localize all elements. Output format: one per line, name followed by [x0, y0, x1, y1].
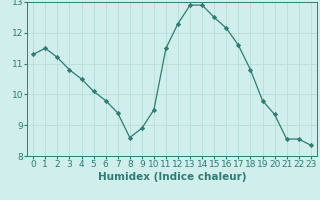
X-axis label: Humidex (Indice chaleur): Humidex (Indice chaleur)	[98, 172, 246, 182]
